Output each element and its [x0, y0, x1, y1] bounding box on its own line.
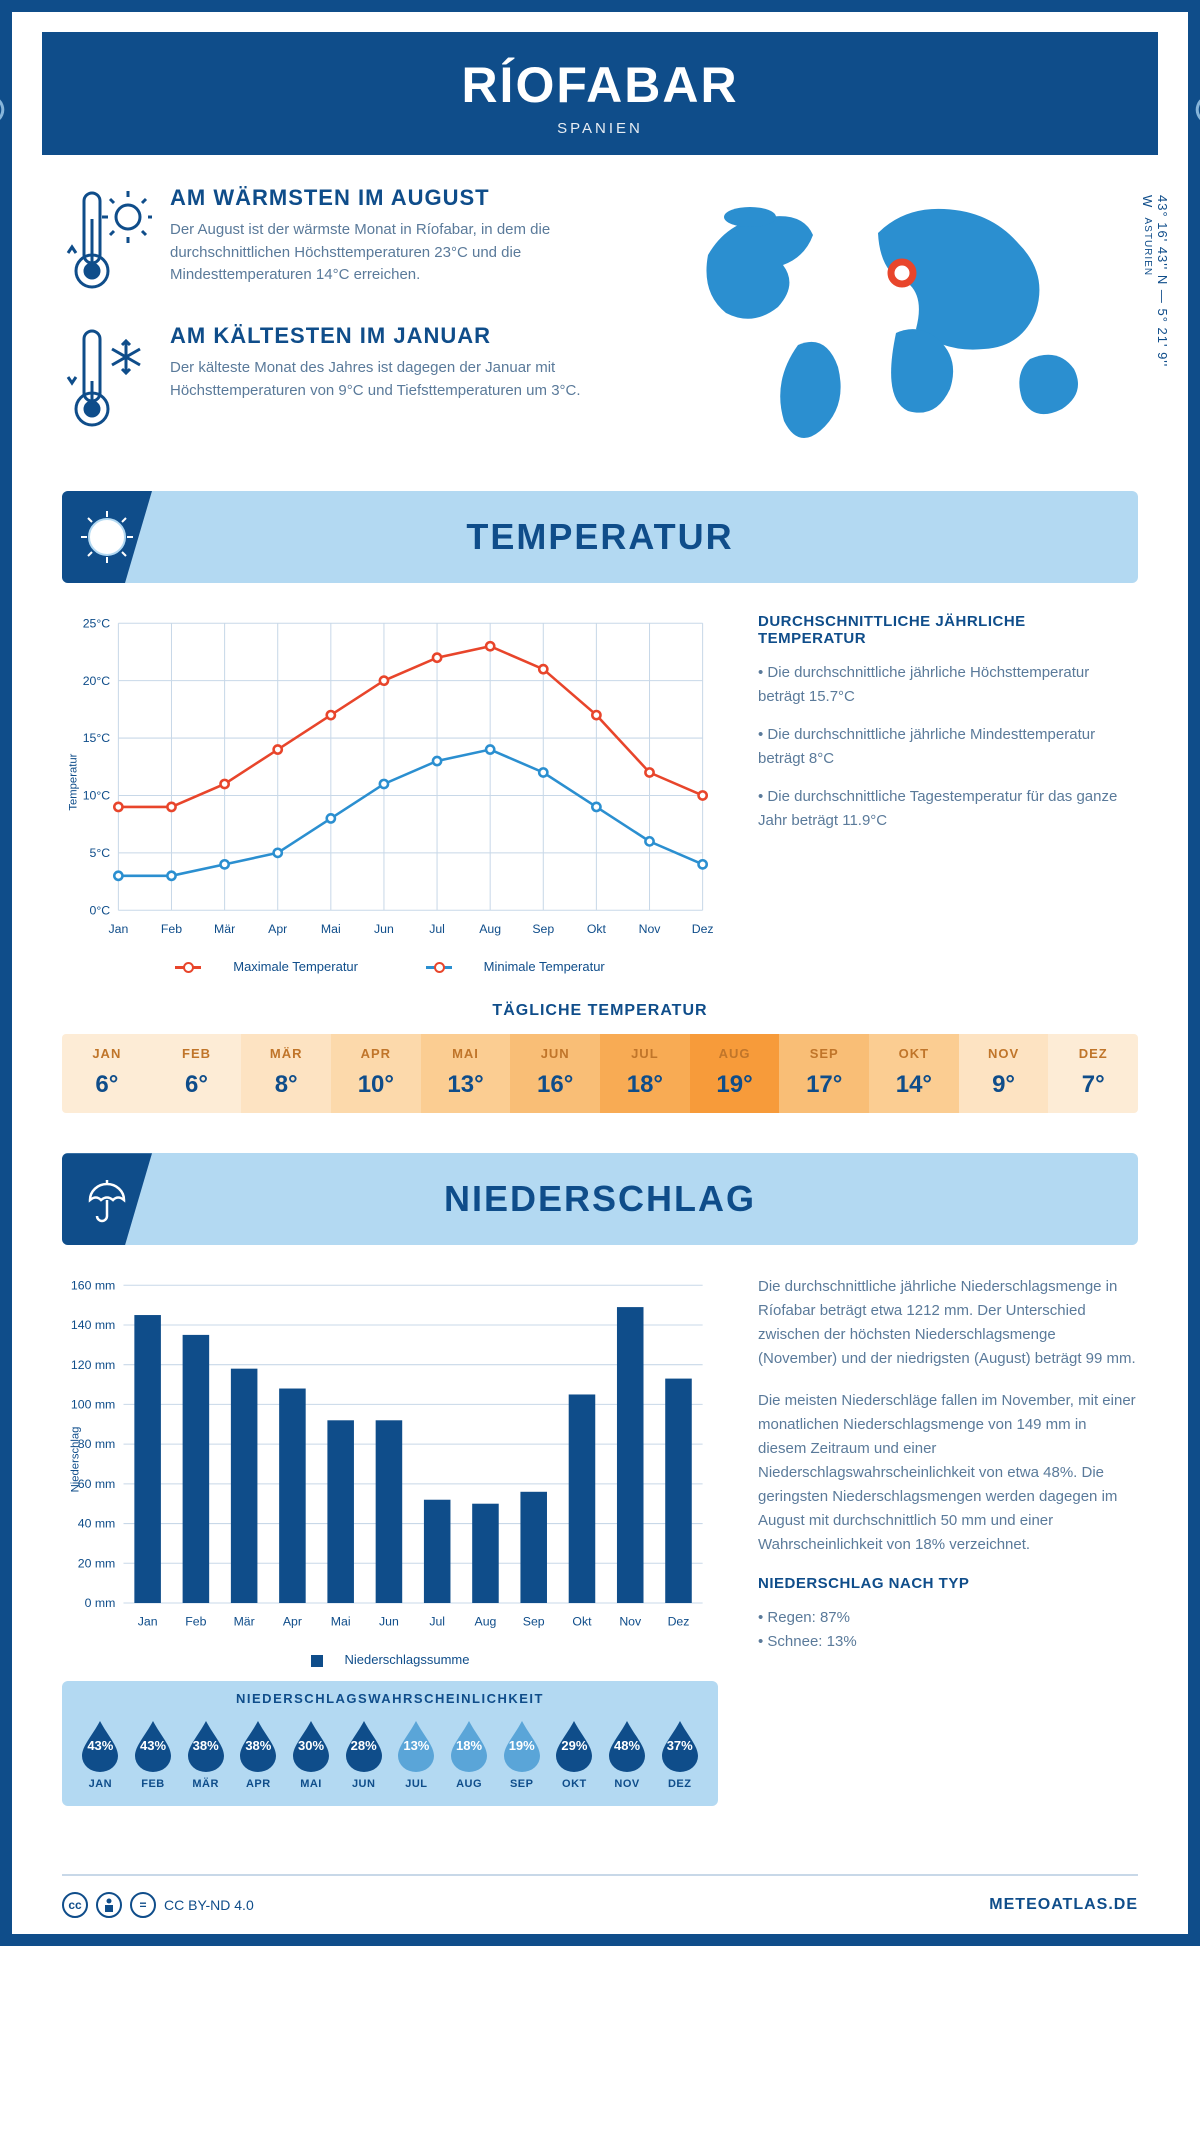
svg-text:Jun: Jun	[374, 922, 394, 936]
svg-text:Jan: Jan	[138, 1615, 158, 1629]
section-title: NIEDERSCHLAG	[444, 1178, 756, 1220]
temperature-line-chart: 0°C 5°C 10°C 15°C 20°C 25°C Jan Feb Mär Apr Mai Jun…	[62, 613, 718, 951]
fact-title: AM WÄRMSTEN IM AUGUST	[170, 185, 638, 211]
svg-text:Feb: Feb	[161, 922, 182, 936]
svg-text:Jul: Jul	[429, 1615, 445, 1629]
coordinates-label: 43° 16' 43'' N — 5° 21' 9'' W ASTURIEN	[1140, 195, 1170, 445]
section-header-precipitation: NIEDERSCHLAG	[62, 1153, 1138, 1245]
location-title: RÍOFABAR	[42, 56, 1158, 114]
chart-legend: Niederschlagssumme	[62, 1652, 718, 1667]
precip-by-type-list: Regen: 87%Schnee: 13%	[758, 1606, 1138, 1654]
svg-text:Temperatur: Temperatur	[67, 753, 79, 810]
umbrella-icon	[80, 1172, 134, 1226]
svg-text:5°C: 5°C	[90, 846, 111, 860]
precip-by-type-heading: NIEDERSCHLAG NACH TYP	[758, 1575, 1138, 1592]
svg-text:Apr: Apr	[268, 922, 287, 936]
section-title: TEMPERATUR	[466, 516, 733, 558]
svg-text:Jul: Jul	[429, 922, 445, 936]
cc-icon: cc	[62, 1892, 88, 1918]
svg-text:25°C: 25°C	[83, 616, 111, 630]
fact-title: AM KÄLTESTEN IM JANUAR	[170, 323, 638, 349]
section-header-temperature: TEMPERATUR	[62, 491, 1138, 583]
svg-text:Dez: Dez	[668, 1615, 690, 1629]
by-icon	[96, 1892, 122, 1918]
daily-temp-title: TÄGLICHE TEMPERATUR	[62, 1002, 1138, 1020]
svg-text:20°C: 20°C	[83, 674, 111, 688]
sun-icon	[77, 507, 137, 567]
annual-temp-heading: DURCHSCHNITTLICHE JÄHRLICHE TEMPERATUR	[758, 613, 1138, 647]
precipitation-probability-box: NIEDERSCHLAGSWAHRSCHEINLICHKEIT 43%JAN43…	[62, 1681, 718, 1806]
svg-text:Nov: Nov	[619, 1615, 642, 1629]
chart-legend: .lg-sw:nth-of-type(1)::after{border-colo…	[62, 959, 718, 974]
svg-text:Sep: Sep	[532, 922, 554, 936]
svg-text:Mär: Mär	[214, 922, 235, 936]
thermometer-snow-icon	[62, 323, 152, 433]
svg-text:40 mm: 40 mm	[78, 1517, 116, 1531]
precipitation-bar-chart: 0 mm 20 mm 40 mm 60 mm 80 mm 100 mm 120 mm 140 …	[62, 1275, 718, 1644]
svg-text:Aug: Aug	[475, 1615, 497, 1629]
svg-text:Nov: Nov	[639, 922, 662, 936]
svg-text:20 mm: 20 mm	[78, 1557, 116, 1571]
fact-text: Der August ist der wärmste Monat in Ríof…	[170, 219, 638, 287]
svg-text:0°C: 0°C	[90, 903, 111, 917]
wind-icon	[1178, 52, 1200, 142]
wind-icon	[0, 52, 22, 142]
svg-text:Dez: Dez	[692, 922, 714, 936]
svg-text:Apr: Apr	[283, 1615, 302, 1629]
precip-paragraph: Die durchschnittliche jährliche Niedersc…	[758, 1275, 1138, 1371]
svg-text:Aug: Aug	[479, 922, 501, 936]
prob-title: NIEDERSCHLAGSWAHRSCHEINLICHKEIT	[76, 1691, 704, 1706]
svg-text:Mai: Mai	[321, 922, 341, 936]
svg-text:Niederschlag: Niederschlag	[69, 1427, 81, 1493]
page-footer: cc = CC BY-ND 4.0 METEOATLAS.DE	[62, 1874, 1138, 1934]
svg-text:0 mm: 0 mm	[85, 1596, 116, 1610]
svg-text:Mär: Mär	[234, 1615, 255, 1629]
svg-text:Feb: Feb	[185, 1615, 206, 1629]
fact-text: Der kälteste Monat des Jahres ist dagege…	[170, 357, 638, 402]
site-name: METEOATLAS.DE	[989, 1896, 1138, 1914]
thermometer-sun-icon	[62, 185, 152, 295]
svg-text:80 mm: 80 mm	[78, 1437, 116, 1451]
svg-text:120 mm: 120 mm	[71, 1358, 115, 1372]
annual-temp-list: Die durchschnittliche jährliche Höchstte…	[758, 661, 1138, 833]
svg-text:100 mm: 100 mm	[71, 1398, 115, 1412]
page-header: RÍOFABAR SPANIEN	[42, 32, 1158, 155]
svg-text:Jan: Jan	[108, 922, 128, 936]
license-label: CC BY-ND 4.0	[164, 1897, 254, 1913]
svg-text:10°C: 10°C	[83, 789, 111, 803]
country-label: SPANIEN	[42, 120, 1158, 137]
fact-coldest: AM KÄLTESTEN IM JANUAR Der kälteste Mona…	[62, 323, 638, 433]
svg-text:Jun: Jun	[379, 1615, 399, 1629]
daily-temp-strip: JAN6°FEB6°MÄR8°APR10°MAI13°JUN16°JUL18°A…	[62, 1034, 1138, 1113]
svg-text:Okt: Okt	[587, 922, 607, 936]
world-map: 43° 16' 43'' N — 5° 21' 9'' W ASTURIEN	[678, 185, 1138, 445]
fact-warmest: AM WÄRMSTEN IM AUGUST Der August ist der…	[62, 185, 638, 295]
precip-paragraph: Die meisten Niederschläge fallen im Nove…	[758, 1389, 1138, 1557]
svg-text:15°C: 15°C	[83, 731, 111, 745]
svg-text:140 mm: 140 mm	[71, 1318, 115, 1332]
nd-icon: =	[130, 1892, 156, 1918]
svg-text:60 mm: 60 mm	[78, 1477, 116, 1491]
svg-text:Okt: Okt	[572, 1615, 592, 1629]
svg-text:Mai: Mai	[331, 1615, 351, 1629]
svg-text:Sep: Sep	[523, 1615, 545, 1629]
svg-text:160 mm: 160 mm	[71, 1279, 115, 1293]
